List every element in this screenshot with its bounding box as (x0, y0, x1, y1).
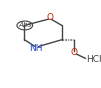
Text: HCl: HCl (86, 55, 101, 64)
Text: Abs: Abs (18, 22, 31, 28)
Text: O: O (71, 48, 78, 57)
Text: O: O (46, 13, 53, 22)
Text: NH: NH (29, 44, 42, 53)
